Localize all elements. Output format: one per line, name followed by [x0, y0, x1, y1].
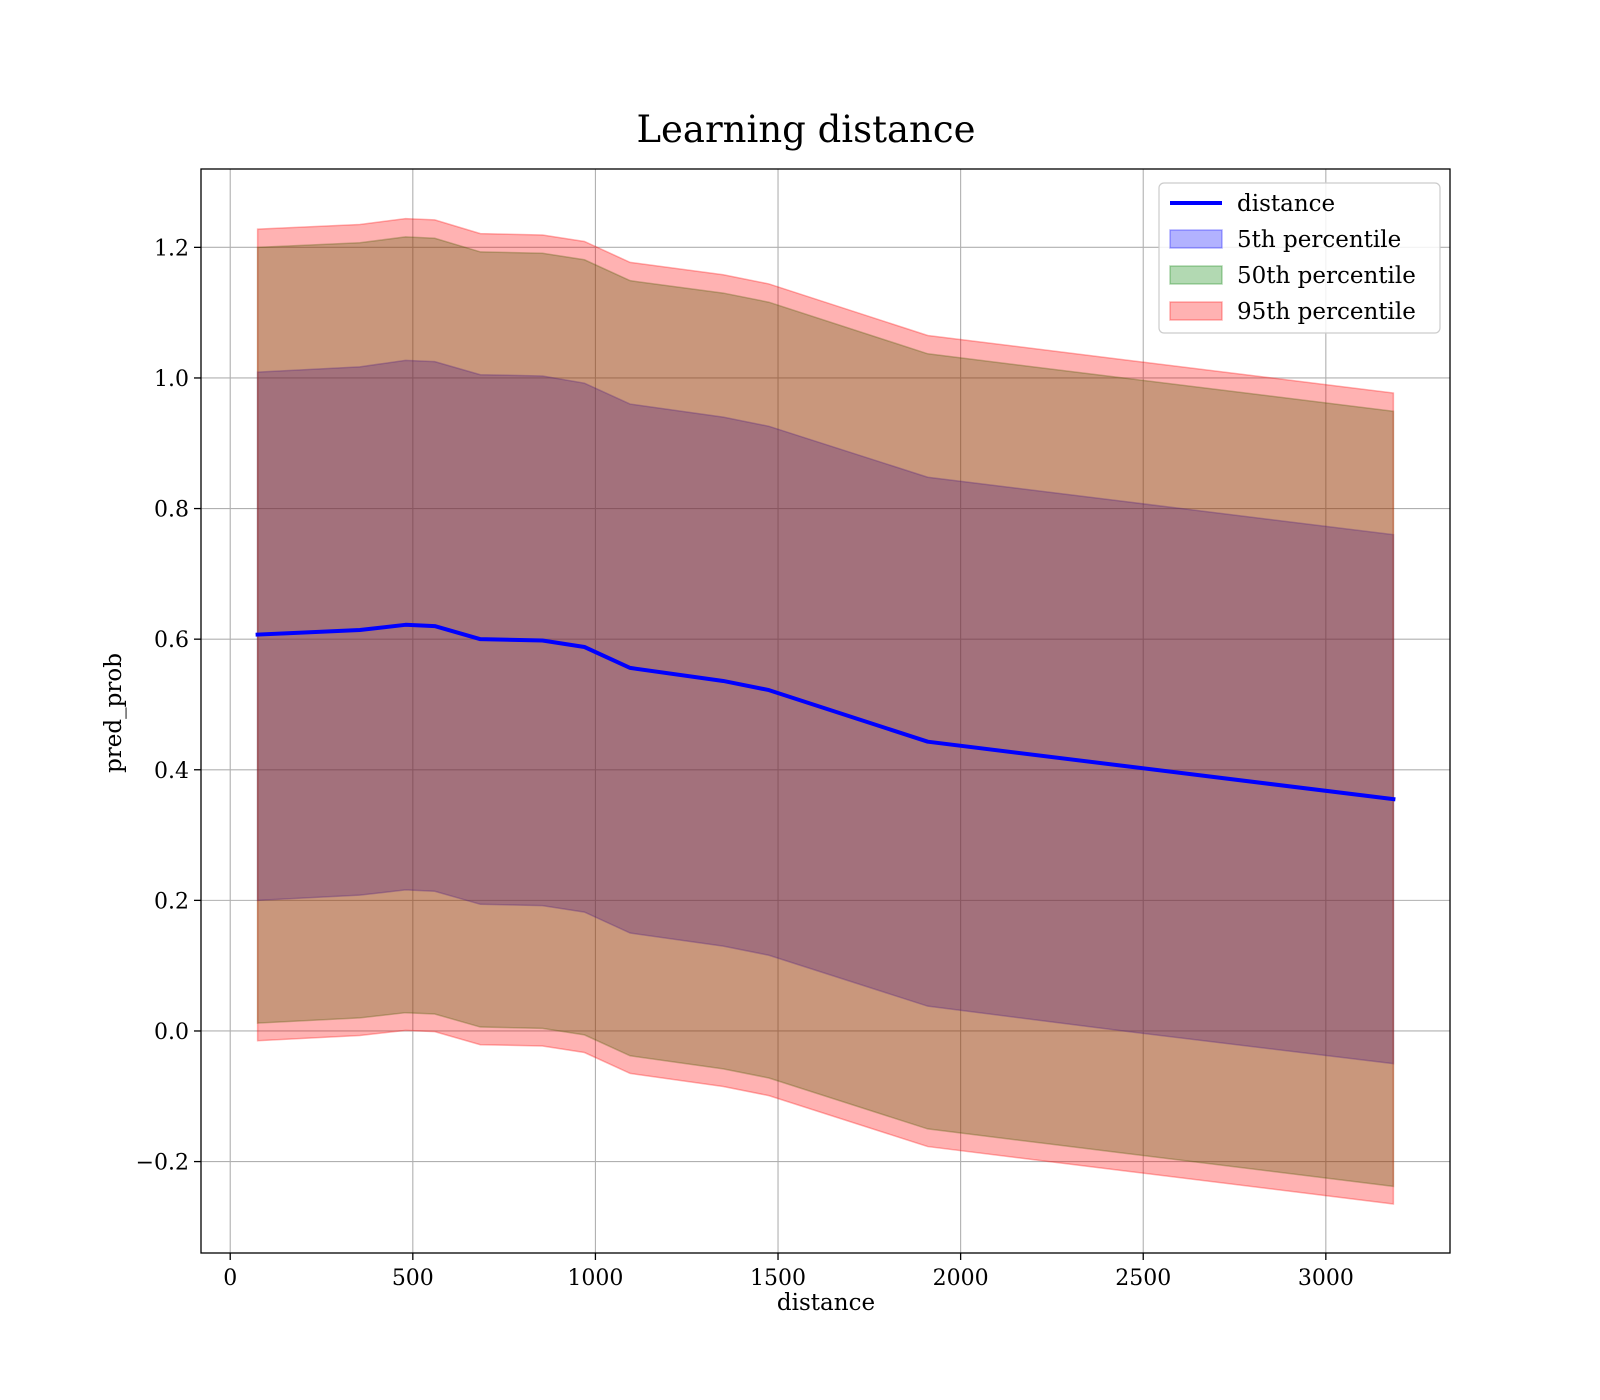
y-tick-label: −0.2 [136, 1151, 189, 1176]
band-5th-percentile [256, 359, 1395, 1065]
y-tick-label: 1.2 [154, 236, 189, 261]
legend-swatch-95th-percentile [1169, 301, 1223, 321]
legend-label-50th-percentile: 50th percentile [1237, 263, 1416, 289]
y-tick-label: 0.2 [154, 889, 189, 914]
series-layer [255, 217, 1396, 1205]
plot-area: 0 500 1000 1500 2000 2500 3000 −0.2 0.0 0.2 0.4 0.6… [136, 168, 1451, 1291]
legend-label-95th-percentile: 95th percentile [1237, 299, 1416, 325]
x-axis-label: distance [777, 1290, 875, 1316]
band-50th-percentile [256, 236, 1395, 1188]
y-tick-label: 0.0 [154, 1020, 189, 1045]
legend-swatch-5th-percentile [1169, 229, 1223, 249]
x-tick-label: 1000 [567, 1266, 623, 1291]
x-tick-label: 2000 [933, 1266, 989, 1291]
band-95th-percentile [256, 217, 1395, 1205]
x-tick-label: 2500 [1115, 1266, 1171, 1291]
y-tick-label: 0.6 [154, 628, 189, 653]
legend-label-5th-percentile: 5th percentile [1237, 227, 1401, 253]
ticks: 0 500 1000 1500 2000 2500 3000 −0.2 0.0 0.2 0.4 0.6… [136, 236, 1354, 1291]
x-tick-label: 0 [223, 1266, 237, 1291]
axes-frame [200, 168, 1451, 1254]
y-tick-label: 0.8 [154, 498, 189, 523]
series-line-distance [255, 622, 1396, 802]
y-axis-label: pred_prob [101, 653, 127, 773]
x-tick-label: 500 [392, 1266, 434, 1291]
chart-title: Learning distance [636, 108, 975, 151]
y-tick-label: 1.0 [154, 367, 189, 392]
x-tick-label: 1500 [750, 1266, 806, 1291]
legend-label-distance: distance [1237, 191, 1335, 217]
x-tick-label: 3000 [1298, 1266, 1354, 1291]
legend: distance 5th percentile 50th percentile 95t… [1158, 182, 1441, 334]
legend-swatch-50th-percentile [1169, 265, 1223, 285]
legend-frame [1158, 182, 1441, 334]
grid [201, 169, 1450, 1253]
y-tick-label: 0.4 [154, 759, 189, 784]
